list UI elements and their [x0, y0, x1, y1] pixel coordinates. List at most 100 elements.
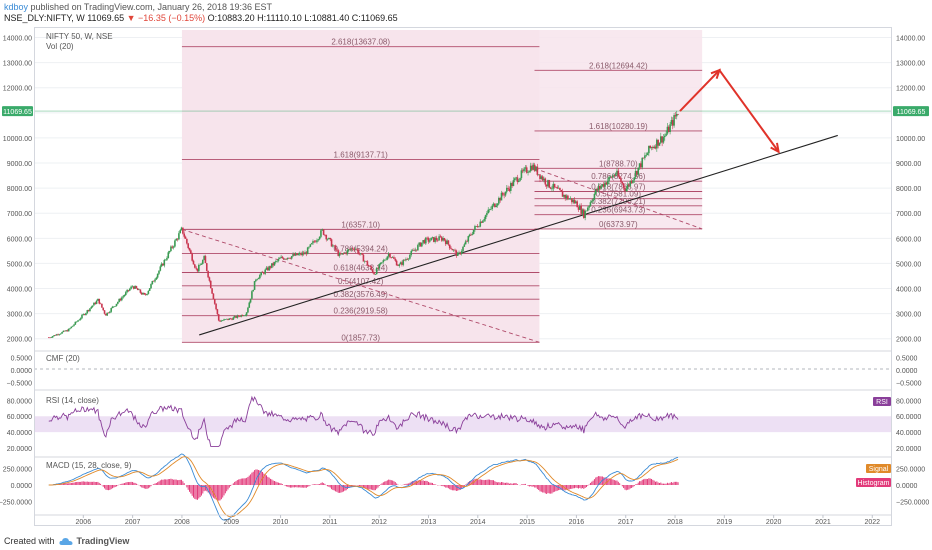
candle-body	[367, 265, 370, 267]
candle-body	[158, 270, 160, 274]
candle-body	[318, 236, 321, 240]
candle-body	[252, 289, 255, 292]
rsi-panel[interactable]: RSI (14, close) 80.0000 80.0000 60.0000 60.…	[7, 389, 922, 453]
candle-body	[665, 133, 667, 136]
candle-body	[491, 205, 494, 210]
candle-body	[317, 239, 320, 241]
candle-body	[527, 172, 529, 173]
candle-body	[487, 209, 490, 214]
candle-body	[395, 260, 398, 266]
last-price-badge-right	[893, 106, 929, 117]
candle-body	[342, 253, 345, 254]
last-price-badge-left	[2, 106, 33, 117]
candle-body	[65, 330, 67, 332]
candle-body	[386, 256, 389, 260]
tradingview-brand[interactable]: TradingView	[76, 536, 130, 546]
fib-level-label: 0.382(3576.49)	[334, 290, 389, 299]
candle-body	[644, 155, 646, 159]
candle-body	[297, 254, 300, 256]
candle-body	[397, 265, 399, 267]
price-axis-right[interactable]: 14000.0013000.0012000.0011000.0010000.00…	[896, 36, 925, 344]
ohlc-values: O:10883.20 H:11110.10 L:10881.40 C:11069…	[207, 13, 398, 23]
candle-body	[589, 202, 592, 206]
indicator-tick-label: 20.0000	[896, 446, 921, 453]
candle-body	[70, 326, 73, 329]
candle-body	[539, 174, 541, 179]
candle-body	[187, 243, 189, 249]
candle-body	[585, 210, 588, 212]
candle-body	[225, 318, 228, 320]
candle-body	[286, 257, 289, 259]
price-tick-label: 7000.00	[7, 211, 32, 218]
candle-body	[624, 187, 626, 192]
price-tick-label: 6000.00	[7, 236, 32, 243]
rsi-legend-badge: RSI	[873, 397, 891, 406]
candle-body	[150, 284, 152, 289]
candle-body	[276, 260, 278, 262]
candle-body	[219, 320, 221, 322]
candle-body	[126, 289, 128, 293]
candle-body	[435, 237, 438, 241]
candle-body	[78, 319, 81, 321]
cmf-panel[interactable]: CMF (20) 0.5000 0.5000 0.0000 0.0000 −0.5000…	[7, 350, 922, 388]
candle-body	[580, 205, 582, 214]
candle-body	[263, 272, 265, 274]
candle-body	[289, 258, 292, 259]
candle-body	[128, 288, 131, 291]
candle-body	[369, 266, 371, 267]
candle-body	[478, 226, 480, 228]
candle-body	[205, 263, 208, 271]
candle-body	[508, 188, 511, 191]
candle-body	[217, 314, 220, 321]
author-link[interactable]: kdboy	[4, 2, 29, 12]
price-tick-label: 14000.00	[3, 36, 32, 43]
candle-body	[606, 180, 609, 185]
candle-body	[138, 289, 140, 291]
candle-body	[190, 250, 192, 254]
candle-body	[467, 236, 470, 242]
trend-line[interactable]	[199, 134, 838, 336]
candle-body	[175, 238, 178, 241]
candle-body	[301, 252, 304, 256]
candle-body	[194, 264, 196, 268]
indicator-tick-label: 60.0000	[896, 414, 921, 421]
main-panel[interactable]: 2.618(13637.08) 1.618(9137.71) 1(6357.10) 0…	[2, 30, 929, 344]
candle-body	[167, 252, 170, 259]
candle-body	[183, 233, 186, 237]
candle-body	[594, 188, 597, 194]
macd-panel[interactable]: MACD (15, 28, close, 9) 250.0000 250.0000…	[0, 453, 929, 521]
candle-body	[592, 199, 594, 202]
candle-body	[285, 258, 288, 260]
time-tick-label: 2006	[76, 519, 92, 526]
candle-body	[675, 113, 678, 117]
candle-body	[124, 292, 127, 296]
time-tick-label: 2015	[519, 519, 535, 526]
candle-body	[419, 242, 422, 247]
volume-label: Vol (20)	[46, 42, 74, 51]
candle-body	[567, 195, 569, 200]
candle-body	[71, 325, 74, 327]
candle-body	[458, 252, 460, 253]
candle-body	[674, 115, 677, 117]
time-axis[interactable]: 2006 2007 2008 2009 2010 2011 2012 2013 2014 2015…	[76, 515, 881, 526]
candle-body	[305, 252, 308, 255]
candle-body	[114, 305, 116, 307]
candle-body	[598, 186, 601, 189]
candle-body	[377, 267, 379, 269]
candle-body	[414, 249, 417, 251]
indicator-tick-label: 250.0000	[896, 467, 925, 474]
time-tick-label: 2013	[421, 519, 437, 526]
price-tick-label: 6000.00	[896, 236, 921, 243]
candle-body	[117, 301, 119, 304]
candle-body	[520, 170, 523, 179]
candle-body	[387, 253, 390, 257]
candle-body	[660, 136, 662, 143]
time-tick-label: 2018	[667, 519, 683, 526]
time-tick-label: 2010	[273, 519, 289, 526]
candle-body	[179, 230, 182, 234]
time-tick-label: 2022	[864, 519, 880, 526]
candle-body	[568, 198, 571, 200]
indicator-tick-label: −0.5000	[896, 381, 922, 388]
candle-body	[507, 187, 509, 189]
